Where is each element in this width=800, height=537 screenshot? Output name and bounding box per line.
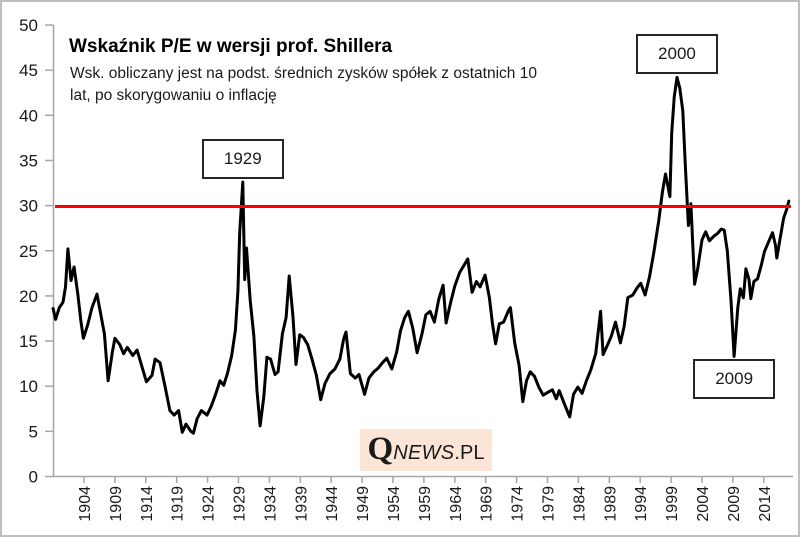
svg-text:1959: 1959 (417, 486, 434, 522)
svg-text:2014: 2014 (757, 486, 774, 522)
svg-text:1924: 1924 (201, 486, 218, 522)
svg-text:1974: 1974 (510, 486, 527, 522)
svg-text:1994: 1994 (633, 486, 650, 522)
annotation-2000-label: 2000 (658, 44, 696, 64)
svg-text:1914: 1914 (139, 486, 156, 522)
svg-text:1989: 1989 (602, 486, 619, 522)
chart-title: Wskaźnik P/E w wersji prof. Shillera (69, 36, 393, 57)
logo-pl-text: .PL (454, 442, 485, 464)
logo-news-text: NEWS (393, 442, 455, 464)
svg-text:1964: 1964 (448, 486, 465, 522)
svg-text:2009: 2009 (726, 486, 743, 522)
svg-text:1944: 1944 (324, 486, 341, 522)
svg-text:1969: 1969 (479, 486, 496, 522)
annotation-2009-label: 2009 (715, 369, 754, 389)
svg-text:1929: 1929 (232, 486, 249, 522)
svg-text:1979: 1979 (541, 486, 558, 522)
svg-text:0: 0 (29, 468, 38, 487)
svg-text:1939: 1939 (293, 486, 310, 522)
svg-text:1999: 1999 (664, 486, 681, 522)
svg-text:25: 25 (19, 242, 38, 261)
svg-text:1954: 1954 (386, 486, 403, 522)
svg-text:1949: 1949 (355, 486, 372, 522)
svg-text:50: 50 (19, 16, 38, 35)
svg-text:30: 30 (19, 197, 38, 216)
svg-text:15: 15 (19, 332, 38, 351)
svg-text:1919: 1919 (170, 486, 187, 522)
subtitle-line-1: Wsk. obliczany jest na podst. średnich z… (70, 65, 537, 82)
svg-text:1909: 1909 (108, 486, 125, 522)
svg-text:10: 10 (19, 377, 38, 396)
subtitle-line-2: lat, po skorygowaniu o inflację (70, 87, 277, 104)
svg-text:1934: 1934 (262, 486, 279, 522)
svg-text:5: 5 (29, 422, 38, 441)
svg-text:45: 45 (19, 61, 38, 80)
svg-text:40: 40 (19, 106, 38, 125)
annotation-2009: 2009 (693, 359, 776, 400)
qnews-watermark: Q NEWS .PL (360, 429, 492, 471)
annotation-1929-label: 1929 (223, 149, 262, 169)
annotation-2000: 2000 (635, 34, 718, 75)
svg-text:1904: 1904 (77, 486, 94, 522)
svg-text:2004: 2004 (695, 486, 712, 522)
annotation-1929: 1929 (201, 139, 284, 180)
svg-text:1984: 1984 (571, 486, 588, 522)
logo-letter-q: Q (367, 431, 394, 467)
svg-text:20: 20 (19, 287, 38, 306)
svg-text:35: 35 (19, 151, 38, 170)
chart-subtitle: Wsk. obliczany jest na podst. średnich z… (70, 63, 537, 107)
